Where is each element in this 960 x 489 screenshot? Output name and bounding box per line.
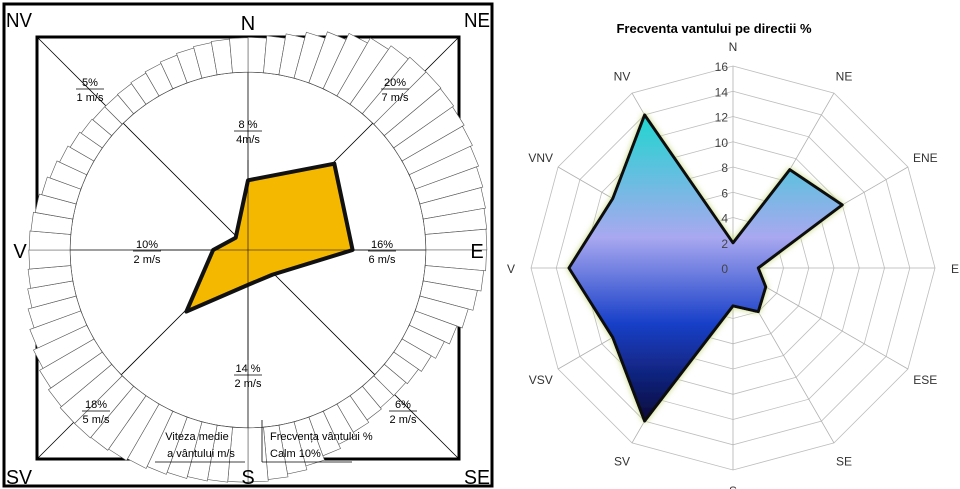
outer-frame	[2, 2, 494, 488]
frequency-bar	[425, 228, 488, 251]
speed-label: 7 m/s	[382, 92, 409, 104]
frequency-bar	[401, 125, 473, 176]
legend-left-line-2: a vântului m/s	[167, 448, 235, 460]
corner-label: SV	[6, 467, 33, 489]
frequency-bar	[229, 37, 249, 73]
frequency-bar	[393, 338, 432, 372]
direction-label: ENE	[913, 151, 938, 165]
direction-label: SE	[836, 454, 852, 468]
frequency-bar	[29, 310, 88, 349]
frequency-bar	[28, 230, 71, 251]
frequency-bar	[414, 295, 469, 329]
frequency-bar	[80, 118, 113, 149]
frequency-bar	[27, 265, 74, 289]
value-label: 5%	[82, 77, 98, 89]
speed-label: 4m/s	[236, 134, 260, 146]
radial-tick-label: 0	[721, 262, 728, 276]
frequency-bar	[69, 131, 103, 162]
right-radar-chart: Frecventa vantului pe directii % 0 2 4 6 8 10…	[507, 21, 959, 489]
corner-label: NV	[6, 10, 33, 32]
direction-label: VNV	[528, 151, 553, 165]
frequency-bar	[47, 351, 113, 408]
frequency-bar	[414, 166, 484, 205]
frequency-bar	[59, 145, 95, 176]
radial-tick-label: 14	[715, 85, 729, 99]
value-label: 10%	[136, 239, 158, 251]
speed-label: 2 m/s	[134, 254, 161, 266]
speed-label: 1 m/s	[77, 92, 104, 104]
legend-right-line-1: Frecvența vântului %	[270, 431, 373, 443]
frequency-bar	[27, 280, 77, 309]
frequency-bar	[422, 265, 485, 292]
data-polygon	[567, 113, 844, 423]
right-chart-title: Frecventa vantului pe directii %	[616, 21, 811, 36]
radial-tick-label: 8	[721, 161, 728, 175]
radial-tick-label: 6	[721, 186, 728, 200]
axis-label: S	[241, 467, 254, 489]
frequency-bar	[408, 145, 479, 190]
frequency-bar	[401, 324, 445, 359]
direction-label: V	[507, 262, 515, 276]
frequency-bar	[33, 324, 95, 369]
frequency-bar	[419, 187, 486, 220]
frequency-bar	[422, 208, 488, 235]
direction-label: ESE	[913, 373, 937, 387]
speed-polygon	[184, 161, 355, 314]
frequency-bar	[383, 351, 419, 385]
legend-left-line-1: Viteza medie	[165, 431, 228, 443]
frequency-bar	[28, 249, 71, 270]
radial-tick-label: 2	[721, 237, 728, 251]
axis-label: V	[13, 241, 27, 263]
direction-label: NV	[614, 70, 631, 84]
speed-label: 6 m/s	[369, 254, 396, 266]
direction-label: NE	[836, 70, 853, 84]
direction-label: S	[729, 484, 737, 489]
frequency-bar	[419, 280, 478, 311]
frequency-bar	[34, 193, 77, 220]
direction-label: SV	[614, 454, 630, 468]
value-label: 8 %	[239, 119, 258, 131]
speed-label: 2 m/s	[235, 378, 262, 390]
frequency-bar	[49, 160, 88, 190]
frequency-bar	[41, 176, 82, 205]
frequency-bar	[425, 249, 487, 272]
direction-label: VSV	[529, 373, 553, 387]
axis-label: N	[241, 13, 255, 35]
value-label: 6%	[395, 399, 411, 411]
frequency-bar	[408, 310, 458, 345]
corner-label: SE	[464, 467, 490, 489]
radial-tick-label: 4	[721, 212, 728, 226]
value-label: 16%	[371, 239, 393, 251]
radial-tick-label: 16	[715, 60, 729, 74]
value-label: 14 %	[235, 363, 260, 375]
speed-label: 2 m/s	[390, 414, 417, 426]
corner-label: NE	[464, 10, 490, 32]
frequency-bar	[393, 106, 465, 162]
direction-label: E	[951, 262, 959, 276]
frequency-bar	[39, 338, 103, 389]
radial-tick-label: 12	[715, 111, 729, 125]
frequency-bar	[383, 88, 455, 149]
radial-tick-label: 10	[715, 136, 729, 150]
speed-label: 5 m/s	[83, 414, 110, 426]
axis-label: E	[470, 241, 483, 263]
value-label: 18%	[85, 399, 107, 411]
legend-right-line-2: Calm 10%	[270, 448, 321, 460]
frequency-bar	[30, 211, 74, 235]
frequency-bar	[27, 295, 82, 329]
frequency-bar	[59, 364, 123, 424]
direction-label: N	[729, 40, 738, 54]
value-label: 20%	[384, 77, 406, 89]
